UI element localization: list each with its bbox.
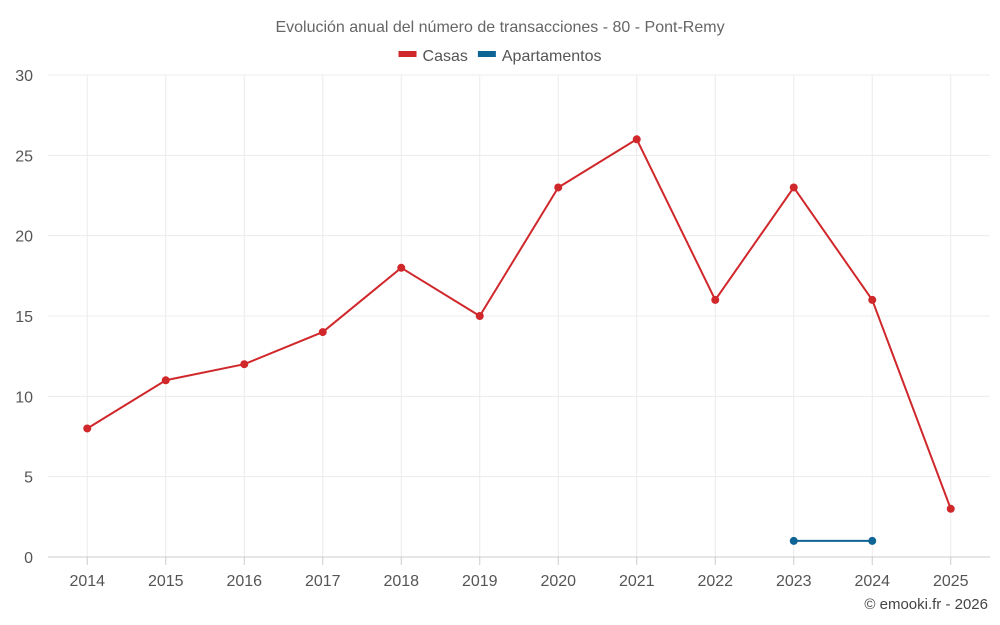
data-point[interactable] <box>711 295 720 304</box>
chart-title: Evolución anual del número de transaccio… <box>275 19 724 36</box>
data-point[interactable] <box>397 263 406 272</box>
y-tick-label: 25 <box>15 148 33 165</box>
data-point[interactable] <box>789 183 798 192</box>
legend-label: Apartamentos <box>502 48 602 65</box>
x-tick-label: 2025 <box>933 573 969 590</box>
x-tick-label: 2018 <box>383 573 419 590</box>
legend: Casas Apartamentos <box>398 48 602 65</box>
data-point[interactable] <box>789 536 798 545</box>
legend-label: Casas <box>423 48 468 65</box>
y-tick-label: 10 <box>15 389 33 406</box>
data-point[interactable] <box>318 328 327 337</box>
x-tick-label: 2024 <box>854 573 890 590</box>
data-point[interactable] <box>868 536 877 545</box>
series-apartamentos <box>789 536 877 545</box>
data-point[interactable] <box>868 295 877 304</box>
y-tick-label: 5 <box>24 470 33 487</box>
x-tick-label: 2022 <box>697 573 733 590</box>
x-tick-label: 2021 <box>619 573 655 590</box>
legend-swatch <box>398 51 417 57</box>
y-tick-label: 20 <box>15 229 33 246</box>
credit-text: © emooki.fr - 2026 <box>864 596 988 613</box>
series-casas <box>83 135 955 513</box>
gridlines <box>48 74 990 557</box>
x-tick-label: 2019 <box>462 573 498 590</box>
y-tick-label: 0 <box>24 550 33 567</box>
y-tick-label: 30 <box>15 68 33 85</box>
x-tick-label: 2015 <box>148 573 184 590</box>
x-tick-label: 2020 <box>540 573 576 590</box>
legend-item-apartamentos[interactable]: Apartamentos <box>477 48 602 65</box>
x-tick-label: 2023 <box>776 573 812 590</box>
series-layer <box>83 135 955 545</box>
data-point[interactable] <box>475 312 484 320</box>
data-point[interactable] <box>632 135 641 144</box>
data-point[interactable] <box>554 183 563 192</box>
legend-swatch <box>477 51 496 57</box>
x-tick-label: 2014 <box>69 573 105 590</box>
series-line <box>86 138 952 510</box>
y-tick-label: 15 <box>15 309 33 326</box>
x-tick-label: 2016 <box>226 573 262 590</box>
legend-item-casas[interactable]: Casas <box>398 48 468 65</box>
data-point[interactable] <box>240 360 249 369</box>
data-point[interactable] <box>83 424 92 433</box>
data-point[interactable] <box>946 504 955 513</box>
x-tick-label: 2017 <box>305 573 341 590</box>
data-point[interactable] <box>161 376 170 385</box>
